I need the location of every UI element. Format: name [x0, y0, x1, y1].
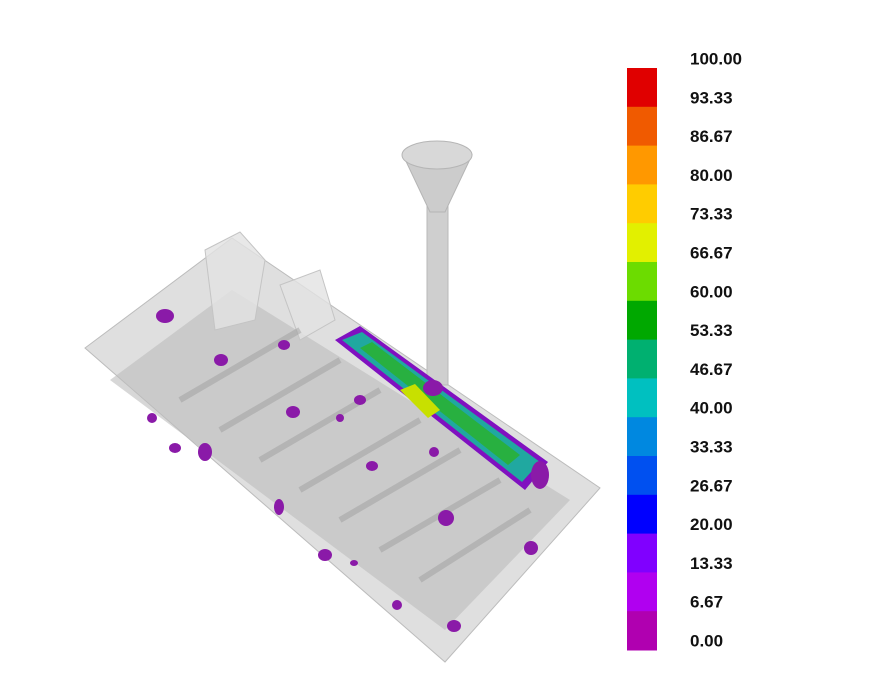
legend-label: 46.67 [690, 360, 733, 379]
legend-label: 60.00 [690, 282, 733, 301]
legend-band [627, 68, 657, 108]
legend-band [627, 378, 657, 418]
casting-model [84, 140, 601, 663]
legend-label: 20.00 [690, 515, 733, 534]
legend-band [627, 417, 657, 457]
legend-band [627, 300, 657, 341]
sprue [426, 204, 449, 386]
model-core [110, 290, 570, 630]
color-legend: 100.00 93.33 86.67 80.00 73.33 66.67 60.00 53.3… [627, 49, 742, 651]
legend-label: 80.00 [690, 166, 733, 185]
legend-label: 33.33 [690, 437, 733, 456]
model-tower [279, 269, 336, 341]
legend-label: 40.00 [690, 399, 733, 418]
legend-label: 0.00 [690, 631, 723, 650]
legend-label: 53.33 [690, 321, 733, 340]
legend-band [627, 145, 657, 185]
legend-band [627, 533, 657, 573]
legend-label: 6.67 [690, 593, 723, 612]
legend-band [627, 106, 657, 147]
legend-label: 13.33 [690, 554, 733, 573]
legend-band [627, 494, 657, 535]
legend-label: 73.33 [690, 205, 733, 224]
legend-band [627, 262, 657, 302]
legend-label: 86.67 [690, 127, 733, 146]
legend-band [627, 611, 657, 651]
model-tower [204, 231, 266, 331]
legend-band [627, 339, 657, 379]
legend-label: 66.67 [690, 243, 733, 262]
legend-band [627, 572, 657, 612]
legend-band [627, 456, 657, 496]
low-spots [147, 309, 549, 632]
legend-band [627, 184, 657, 224]
region-hot [400, 384, 440, 418]
region-core [360, 342, 520, 465]
legend-label: 100.00 [690, 49, 742, 68]
legend-label: 93.33 [690, 88, 733, 107]
legend-band [627, 223, 657, 263]
funnel-top [401, 140, 473, 170]
legend-label: 26.67 [690, 476, 733, 495]
